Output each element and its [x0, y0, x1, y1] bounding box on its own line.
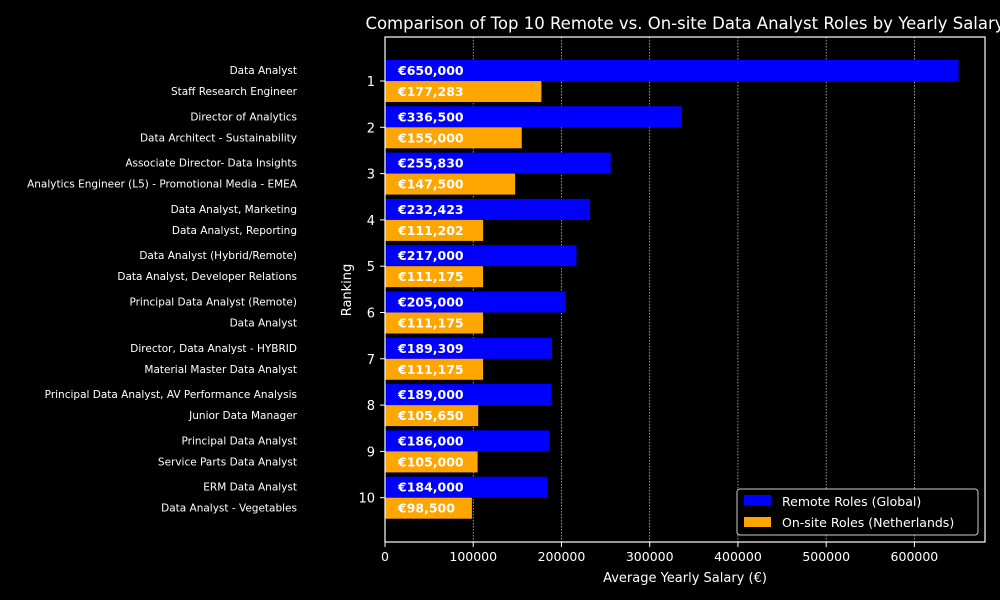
bar-onsite [385, 127, 522, 149]
x-tick-label: 0 [381, 549, 389, 564]
bar-onsite [385, 219, 484, 241]
x-tick-label: 400000 [714, 549, 762, 564]
y-axis: 1 Data Analyst Staff Research Engineer 2 Dir… [27, 65, 385, 515]
job-title-remote: Principal Data Analyst [182, 435, 297, 447]
y-tick-label: 4 [367, 214, 375, 229]
job-title-onsite: Data Architect - Sustainability [140, 132, 297, 144]
job-title-remote: ERM Data Analyst [203, 482, 297, 494]
x-tick-label: 100000 [449, 549, 497, 564]
value-label-onsite: €105,650 [397, 408, 464, 423]
job-title-remote: Director of Analytics [190, 111, 297, 123]
y-tick-label: 1 [367, 75, 375, 90]
bar-remote [385, 337, 553, 359]
job-title-onsite: Junior Data Manager [188, 410, 298, 422]
bar-remote [385, 291, 566, 313]
x-axis-label: Average Yearly Salary (€) [603, 571, 767, 586]
x-tick-label: 500000 [802, 549, 850, 564]
job-title-remote: Director, Data Analyst - HYBRID [130, 343, 297, 355]
bar-onsite [385, 358, 484, 380]
job-title-onsite: Material Master Data Analyst [144, 364, 297, 376]
bar-onsite [385, 497, 472, 519]
job-title-onsite: Data Analyst, Reporting [172, 225, 297, 237]
bar-remote [385, 476, 548, 498]
bar-onsite [385, 312, 484, 334]
bar-remote [385, 152, 611, 174]
legend-label-remote: Remote Roles (Global) [782, 494, 921, 509]
y-tick-label: 7 [367, 353, 375, 368]
plot-area-frame [384, 36, 986, 543]
value-label-onsite: €111,175 [397, 362, 464, 377]
y-tick-label: 5 [367, 260, 375, 275]
value-label-remote: €205,000 [397, 295, 464, 310]
bar-remote [385, 245, 577, 267]
value-label-remote: €217,000 [397, 248, 464, 263]
bar-onsite [385, 405, 479, 427]
job-title-remote: Data Analyst [230, 65, 297, 77]
value-label-onsite: €111,202 [397, 223, 464, 238]
legend-swatch-remote [744, 495, 771, 505]
value-label-onsite: €105,000 [397, 454, 464, 469]
value-label-onsite: €111,175 [397, 269, 464, 284]
y-tick-label: 2 [367, 121, 375, 136]
value-label-remote: €186,000 [397, 433, 464, 448]
x-tick-label: 600000 [891, 549, 939, 564]
job-title-remote: Principal Data Analyst, AV Performance A… [45, 389, 297, 401]
value-label-onsite: €147,500 [397, 177, 464, 192]
job-title-onsite: Service Parts Data Analyst [158, 456, 297, 468]
bar-onsite [385, 451, 478, 473]
y-tick-label: 8 [367, 399, 375, 414]
value-label-onsite: €111,175 [397, 316, 464, 331]
bar-onsite [385, 81, 542, 102]
chart-title: Comparison of Top 10 Remote vs. On-site … [365, 14, 1000, 33]
job-title-onsite: Analytics Engineer (L5) - Promotional Me… [27, 179, 298, 191]
bar-onsite [385, 173, 516, 195]
y-axis-label: Ranking [340, 264, 355, 317]
bar-remote [385, 430, 550, 452]
value-label-onsite: €177,283 [397, 84, 464, 99]
value-label-remote: €184,000 [397, 480, 464, 495]
x-axis: 0 100000 200000 300000 400000 500000 600000 [381, 542, 938, 564]
job-title-onsite: Data Analyst, Developer Relations [117, 271, 297, 283]
bar-remote [385, 384, 552, 406]
y-tick-label: 3 [367, 168, 375, 183]
bars-group: €650,000 €177,283 €336,500 €155,000 €255,830… [385, 60, 959, 519]
value-label-onsite: €98,500 [397, 501, 455, 516]
value-label-remote: €189,000 [397, 387, 464, 402]
value-label-remote: €336,500 [397, 109, 464, 124]
bar-onsite [385, 266, 484, 288]
value-label-remote: €232,423 [397, 202, 464, 217]
bar-remote [385, 60, 959, 81]
value-label-remote: €255,830 [397, 156, 464, 171]
legend-swatch-onsite [744, 517, 771, 527]
x-tick-label: 200000 [538, 549, 586, 564]
y-tick-label: 6 [367, 307, 375, 322]
y-tick-label: 10 [358, 492, 375, 507]
job-title-remote: Data Analyst, Marketing [171, 204, 297, 216]
y-tick-label: 9 [367, 445, 375, 460]
job-title-onsite: Data Analyst - Vegetables [161, 503, 297, 515]
job-title-remote: Principal Data Analyst (Remote) [129, 297, 297, 309]
value-label-remote: €189,309 [397, 341, 464, 356]
value-label-onsite: €155,000 [397, 130, 464, 145]
bar-remote [385, 106, 682, 128]
legend: Remote Roles (Global) On-site Roles (Net… [736, 488, 979, 536]
legend-label-onsite: On-site Roles (Netherlands) [782, 515, 954, 530]
job-title-remote: Associate Director- Data Insights [125, 158, 297, 170]
legend-box [736, 488, 979, 536]
job-title-remote: Data Analyst (Hybrid/Remote) [139, 250, 297, 262]
value-label-remote: €650,000 [397, 63, 464, 78]
job-title-onsite: Staff Research Engineer [171, 86, 298, 98]
job-title-onsite: Data Analyst [230, 318, 297, 330]
bar-remote [385, 198, 591, 220]
x-tick-label: 300000 [626, 549, 674, 564]
